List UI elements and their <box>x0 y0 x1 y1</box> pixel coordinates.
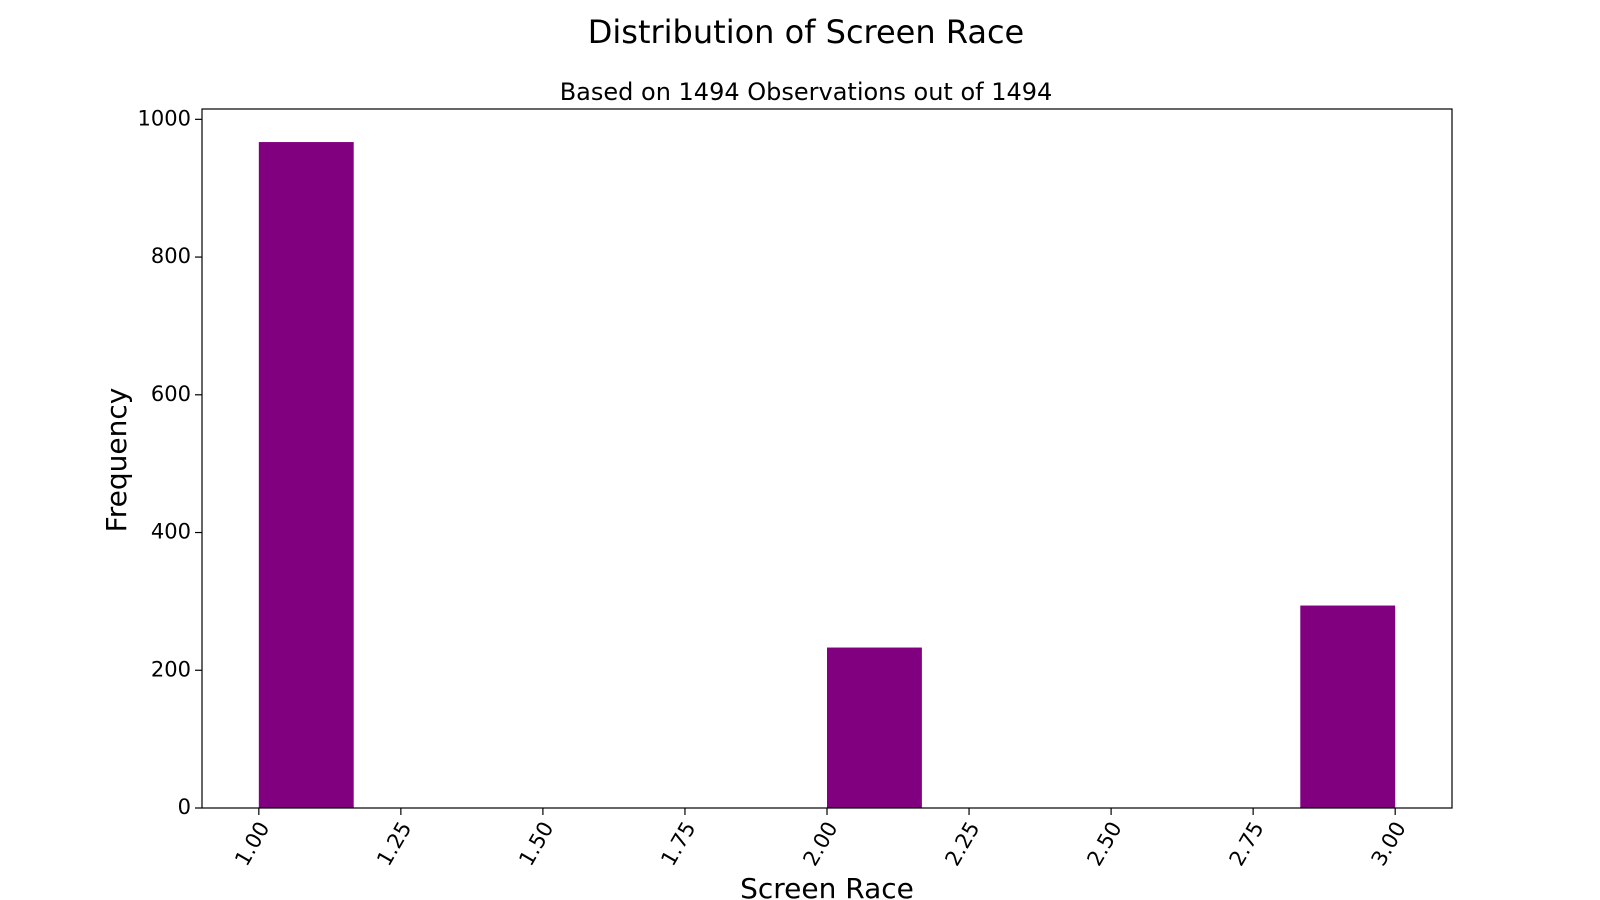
x-tick-label: 3.00 <box>1367 818 1411 871</box>
y-axis-label: Frequency <box>100 388 133 533</box>
x-tick-label: 1.25 <box>372 818 416 871</box>
x-axis-label: Screen Race <box>740 872 914 900</box>
x-tick-label: 1.75 <box>656 818 700 871</box>
x-tick-label: 1.50 <box>514 818 558 871</box>
x-tick-label: 1.00 <box>230 818 274 871</box>
y-tick-label: 1000 <box>138 106 191 130</box>
bar-2 <box>1300 605 1396 808</box>
x-tick-label: 2.25 <box>940 818 984 871</box>
x-tick-label: 2.75 <box>1224 818 1268 871</box>
x-tick-label: 2.50 <box>1082 818 1126 871</box>
y-tick-label: 0 <box>178 795 191 819</box>
y-tick-label: 800 <box>151 244 191 268</box>
x-tick-label: 2.00 <box>798 818 842 871</box>
y-tick-label: 400 <box>151 520 191 544</box>
bars-group <box>258 142 1396 808</box>
bar-1 <box>827 647 922 808</box>
chart-title: Distribution of Screen Race <box>588 13 1024 51</box>
y-tick-label: 200 <box>151 657 191 681</box>
y-tick-label: 600 <box>151 382 191 406</box>
x-axis-ticks: 1.00 1.25 1.50 1.75 2.00 2.25 2.50 2.75 3.00 <box>230 808 1411 870</box>
chart-subtitle: Based on 1494 Observations out of 1494 <box>560 78 1053 106</box>
y-axis-ticks: 0 200 400 600 800 1000 <box>138 106 202 819</box>
bar-0 <box>258 142 354 808</box>
